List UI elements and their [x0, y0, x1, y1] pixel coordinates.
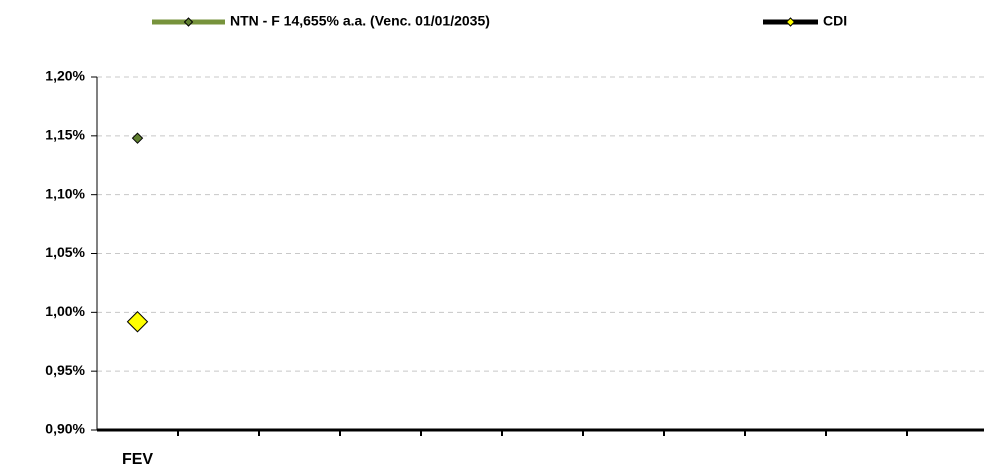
y-tick-label: 1,05% [45, 244, 85, 260]
y-tick-label: 0,90% [45, 421, 85, 437]
y-tick-label: 0,95% [45, 362, 85, 378]
x-tick-label: FEV [122, 451, 153, 468]
legend-label: CDI [823, 13, 847, 29]
point-marker [131, 132, 144, 144]
y-tick-label: 1,15% [45, 127, 85, 143]
y-tick-label: 1,10% [45, 185, 85, 201]
point-marker [126, 311, 149, 333]
legend-marker [183, 17, 194, 27]
legend-label: NTN - F 14,655% a.a. (Venc. 01/01/2035) [230, 13, 490, 29]
legend-marker [785, 17, 796, 27]
y-tick-label: 1,20% [45, 68, 85, 84]
y-tick-label: 1,00% [45, 303, 85, 319]
